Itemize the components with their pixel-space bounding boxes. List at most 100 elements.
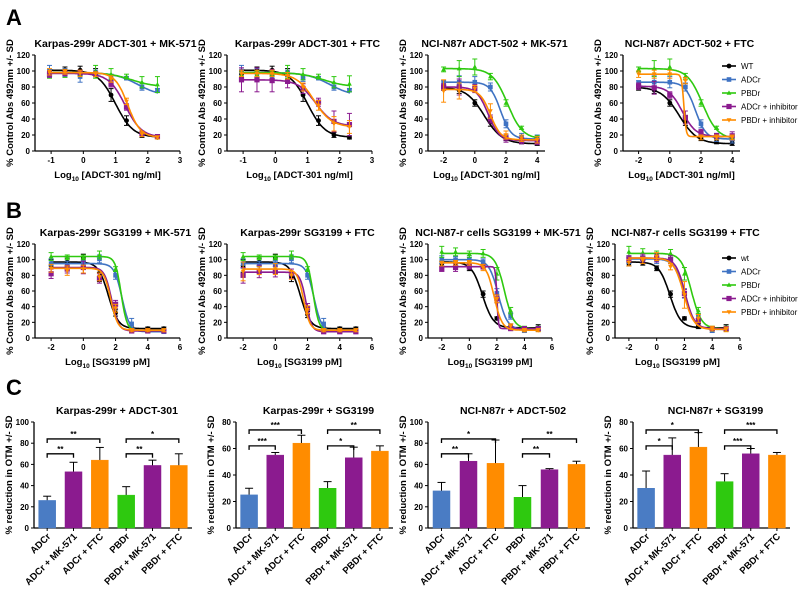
legend-item-pbdr: PBDr: [722, 281, 760, 290]
bar-group-pbdr: PBDr: [706, 473, 734, 556]
data-point: [254, 71, 260, 76]
y-tick-label: 80: [20, 439, 29, 448]
y-axis-label: % Control Abs 492nm +/- SD: [398, 39, 409, 167]
x-tick-label: 4: [730, 156, 735, 165]
y-tick-label: 60: [21, 287, 30, 296]
bracket-line: [645, 429, 700, 434]
y-tick-label: 20: [20, 503, 29, 512]
significance-label: **: [136, 445, 143, 454]
data-point: [97, 252, 102, 257]
data-point: [289, 273, 294, 278]
chart-title: Karpas-299r SG3199 + MK-571: [40, 227, 192, 239]
data-point: [331, 122, 337, 127]
significance-label: ***: [271, 421, 281, 430]
x-axis-label: Log10 [SG3199 pM]: [635, 357, 720, 370]
data-point: [64, 254, 70, 260]
y-tick-label: 100: [17, 67, 31, 76]
series-pbdr-inhibitor: [48, 263, 167, 333]
y-tick-label: 0: [606, 334, 611, 343]
data-point: [667, 72, 673, 77]
legend-marker: [726, 282, 732, 287]
legend-item-adcr-inhibitor: ADCr + inhibitor: [722, 103, 798, 112]
legend-marker: [726, 269, 732, 274]
data-point: [494, 297, 500, 302]
series-adcr-inhibitor: [46, 69, 161, 140]
y-tick-label: 60: [414, 287, 423, 296]
bar: [345, 457, 363, 529]
data-point: [80, 254, 86, 260]
y-tick-label: 80: [619, 418, 628, 427]
x-tick-label: 0: [467, 343, 472, 352]
data-point: [305, 266, 310, 271]
data-point: [534, 138, 540, 143]
y-tick-label: 100: [410, 67, 424, 76]
bracket-line: [326, 445, 355, 450]
y-tick-label: 60: [20, 460, 29, 469]
x-axis-label: Log10 [ADCT-301 ng/ml]: [433, 170, 539, 183]
y-tick-label: 20: [414, 131, 423, 140]
legend-label: wt: [740, 254, 750, 263]
y-tick-label: 120: [410, 240, 424, 249]
data-point: [441, 66, 446, 72]
fit-curve: [50, 266, 165, 332]
bar: [117, 494, 135, 529]
x-tick-label: 4: [338, 343, 343, 352]
chart-c1: Karpas-299r + ADCT-301 0 20 40 60 80 100% redu…: [4, 405, 192, 588]
data-point: [667, 79, 673, 85]
data-point: [453, 257, 458, 262]
data-point: [668, 250, 673, 256]
chart-c3: NCI-N87r + ADCT-502 0 20 40 60 80 100% reducti…: [398, 405, 590, 588]
y-tick-label: 0: [26, 147, 31, 156]
x-tick-label: -1: [240, 156, 248, 165]
x-tick-label: 2: [146, 156, 151, 165]
y-tick-label: 80: [414, 439, 423, 448]
significance-bracket: ***: [723, 421, 778, 434]
y-tick-label: 40: [213, 303, 222, 312]
legend-item-pbdr: PBDr: [722, 89, 760, 98]
data-point: [480, 291, 486, 297]
data-point: [456, 89, 462, 94]
data-point: [80, 267, 86, 272]
significance-label: ***: [257, 437, 267, 446]
y-tick-label: 20: [21, 131, 30, 140]
y-tick-label: 120: [17, 240, 31, 249]
y-tick-label: 40: [414, 115, 423, 124]
legend-marker: [726, 310, 732, 315]
chart-c2: Karpas-299r + SG3199 0 20 40 60 80 % reduction…: [206, 405, 393, 588]
legend-label: PBDr: [741, 281, 760, 290]
series-pbdr-inhibitor: [47, 68, 160, 140]
data-point: [709, 326, 715, 332]
chart-title: NCI-N87r + SG3199: [668, 405, 764, 417]
bar: [768, 454, 786, 529]
data-point: [316, 103, 321, 108]
data-point: [729, 135, 735, 140]
data-point: [129, 328, 135, 333]
y-axis-label: % Control Abs 492nm +/- SD: [5, 39, 16, 167]
bar: [513, 497, 532, 529]
x-tick-label: -2: [48, 343, 56, 352]
y-axis-label: % Control Abs 492nm +/- SD: [197, 227, 208, 355]
bar: [371, 450, 389, 529]
bar: [91, 459, 109, 529]
data-point: [108, 71, 114, 76]
bar-group-pbdr: PBDr: [309, 481, 337, 556]
y-tick-label: 100: [597, 256, 611, 265]
data-point: [651, 66, 657, 71]
data-point: [667, 92, 673, 98]
y-tick-label: 20: [414, 503, 423, 512]
legend-marker: [726, 63, 732, 69]
x-tick-label: 2: [305, 343, 310, 352]
bar: [459, 460, 478, 529]
data-point: [472, 86, 478, 92]
chart-title: NCI-N87r ADCT-502 + FTC: [625, 38, 755, 50]
bar: [240, 494, 258, 529]
data-point: [108, 81, 114, 87]
legend-marker: [726, 118, 732, 123]
data-point: [682, 271, 687, 276]
bracket-line: [723, 445, 752, 450]
x-tick-label: 4: [146, 343, 151, 352]
data-point: [667, 64, 673, 69]
y-axis-label: % reduction in OTM +/- SD: [603, 415, 614, 534]
y-tick-label: 100: [410, 418, 424, 427]
data-point: [239, 71, 244, 76]
